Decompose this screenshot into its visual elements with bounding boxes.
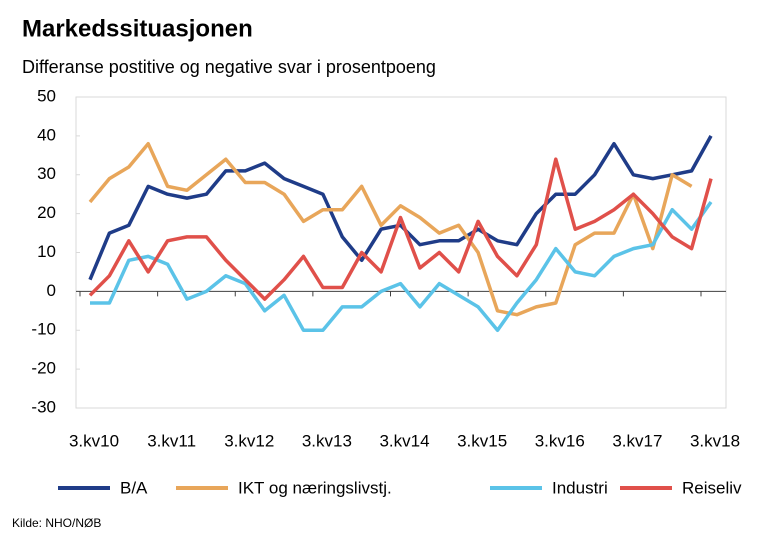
x-tick-label: 3.kv15 [457, 431, 507, 450]
y-tick-label: -30 [31, 397, 56, 416]
series-line [88, 135, 713, 281]
y-tick-label: 0 [47, 281, 56, 300]
plot-frame [75, 96, 727, 409]
y-tick-label: 50 [37, 86, 56, 105]
x-tick-label: 3.kv13 [302, 431, 352, 450]
series-line [90, 200, 713, 333]
chart-subtitle: Differanse postitive og negative svar i … [22, 57, 436, 77]
y-tick-label: 30 [37, 164, 56, 183]
legend-label: Reiseliv [682, 478, 742, 497]
y-tick-label: -20 [31, 359, 56, 378]
y-tick-label: -10 [31, 320, 56, 339]
source: Kilde: NHO/NØB [12, 516, 101, 530]
x-tick-label: 3.kv14 [379, 431, 429, 450]
x-tick-label: 3.kv10 [69, 431, 119, 450]
y-tick-label: 10 [37, 242, 56, 261]
y-tick-label: 40 [37, 125, 56, 144]
x-tick-label: 3.kv17 [612, 431, 662, 450]
x-tick-label: 3.kv11 [147, 431, 196, 450]
x-tick-label: 3.kv18 [690, 431, 740, 450]
legend-label: Industri [552, 478, 608, 497]
x-tick-label: 3.kv12 [224, 431, 274, 450]
y-tick-label: 20 [37, 203, 56, 222]
x-tick-label: 3.kv16 [535, 431, 585, 450]
series-line [88, 141, 693, 317]
chart-title: Markedssituasjonen [22, 15, 253, 42]
series-line [88, 157, 713, 301]
legend-label: B/A [120, 478, 148, 497]
legend-label: IKT og næringslivstj. [238, 478, 392, 497]
